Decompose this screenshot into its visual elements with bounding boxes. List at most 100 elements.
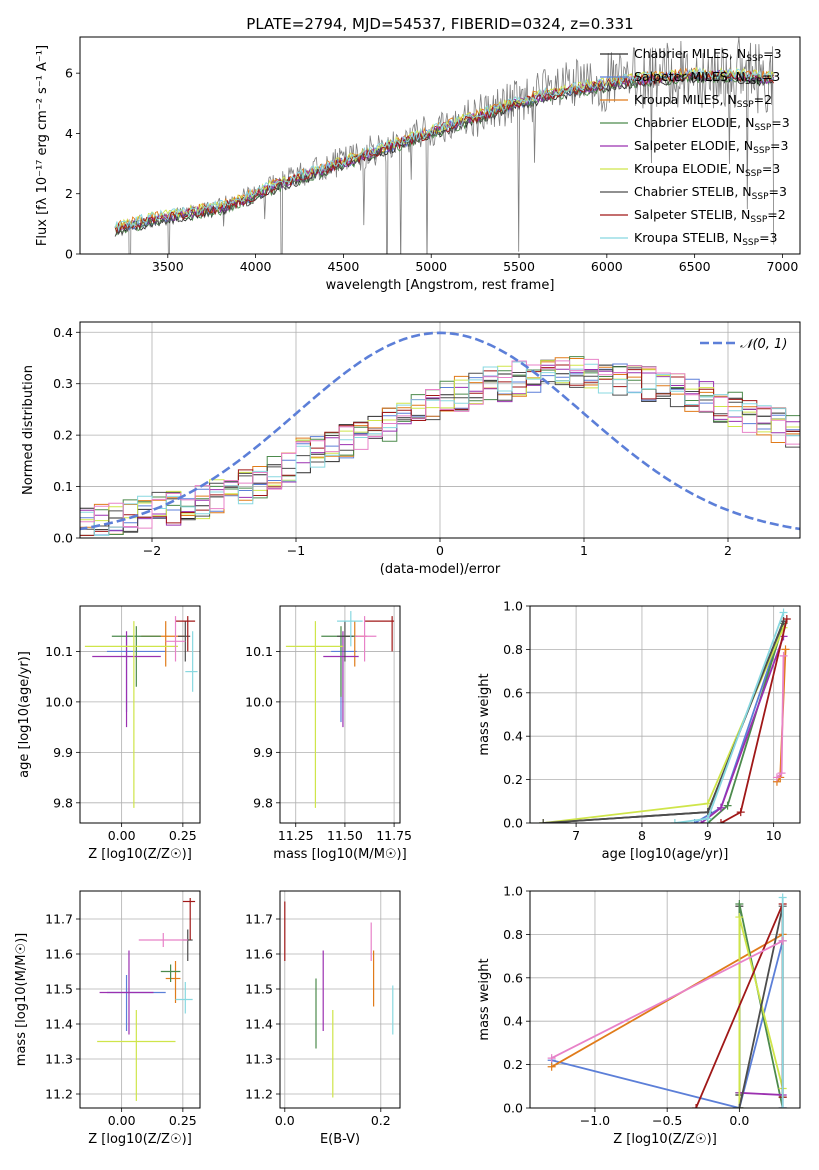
x-tick-label: 11.25	[278, 828, 314, 843]
errorbar-point	[185, 631, 198, 692]
plot-frame	[529, 605, 801, 824]
legend-label-tail: =3	[770, 138, 788, 153]
y-tick-label: 0.6	[503, 970, 523, 985]
plot-frame	[529, 890, 801, 1109]
errorbar-plot-area	[284, 901, 394, 1098]
x-tick-label: 6500	[679, 259, 711, 274]
y-tick-label: 4	[65, 126, 73, 141]
y-tick-label: 0.0	[503, 1101, 523, 1116]
x-axis-label: Z [log10(Z/Z☉)]	[88, 847, 192, 862]
weight-line	[543, 620, 785, 823]
errorbar-point	[175, 616, 196, 652]
spectrum-model-line	[114, 66, 775, 231]
gaussian-curve	[80, 331, 800, 531]
y-tick-label: 11.4	[245, 1017, 273, 1032]
y-tick-label: 0.2	[53, 428, 73, 443]
y-tick-label: 0.4	[503, 1014, 523, 1029]
legend-label-sub: SSP	[745, 169, 762, 179]
y-tick-label: 10.0	[45, 694, 73, 709]
y-tick-label: 0.2	[503, 1057, 523, 1072]
errorbar-point	[285, 621, 343, 808]
legend-label-tail: =2	[754, 92, 772, 107]
legend-label-base: Kroupa STELIB, N	[634, 230, 742, 245]
y-axis-label: age [log10(age/yr)]	[17, 651, 32, 778]
y-tick-label: 11.6	[45, 947, 73, 962]
errorbar-plot-area	[84, 616, 198, 808]
legend-label-base: Chabrier STELIB, N	[634, 184, 752, 199]
weight-marker	[772, 773, 781, 782]
legend-label-tail: =3	[771, 115, 789, 130]
weight-series	[778, 893, 787, 1108]
legend-label: Kroupa ELODIE, NSSP=3	[634, 161, 780, 179]
y-axis-label: Flux [fλ 10⁻¹⁷ erg cm⁻² s⁻¹ A⁻¹]	[35, 45, 50, 246]
weight-marker	[782, 615, 791, 624]
weight-marker	[723, 801, 732, 810]
y-tick-label: 0.6	[503, 685, 523, 700]
weight-plot-area	[539, 608, 791, 823]
legend-label: Chabrier MILES, NSSP=3	[634, 46, 782, 64]
weight-marker	[735, 1104, 744, 1108]
errorbar-point	[337, 621, 353, 662]
weight-marker	[779, 608, 788, 617]
errorbar-point	[84, 621, 178, 808]
y-tick-label: 11.6	[245, 947, 273, 962]
legend-label-tail: =3	[769, 184, 787, 199]
weight-marker	[539, 819, 548, 823]
y-tick-label: 11.5	[245, 982, 273, 997]
x-tick-label: 0.25	[169, 1113, 197, 1128]
age-vs-mass-panel: 11.25 11.50 11.75 9.8 9.9 10.0 10.1 mass [log10…	[245, 605, 412, 862]
weight-line	[543, 627, 785, 823]
x-tick-label: 0.0	[729, 1113, 749, 1128]
legend-label-base: Chabrier MILES, N	[634, 46, 746, 61]
weight-plot-area	[547, 893, 787, 1108]
plot-frame	[279, 890, 401, 1109]
gaussian-legend-label: 𝒩(0, 1)	[740, 337, 787, 352]
weight-vs-metallicity-panel: −1.0 −0.5 0.0 0.0 0.2 0.4 0.6 0.8 1.0 Z [log10(Z/…	[477, 884, 801, 1147]
legend-label-sub: SSP	[750, 215, 767, 225]
y-tick-label: 9.9	[253, 745, 273, 760]
legend-label: Salpeter STELIB, NSSP=2	[634, 207, 786, 225]
legend-label-base: Chabrier ELODIE, N	[634, 115, 754, 130]
histogram-step	[80, 357, 800, 535]
spectrum-model-line	[114, 71, 775, 235]
x-tick-label: 7000	[767, 259, 799, 274]
legend-label-base: Salpeter MILES, N	[634, 69, 745, 84]
mass-vs-ebv-panel: 0.0 0.2 11.2 11.3 11.4 11.5 11.6 11.7 E(B-V)	[245, 890, 401, 1147]
x-tick-label: 11.75	[376, 828, 412, 843]
x-tick-label: 0.0	[275, 1113, 295, 1128]
residuals-plot-area	[80, 331, 800, 536]
x-tick-label: 0	[436, 543, 444, 558]
x-axis-label: Z [log10(Z/Z☉)]	[88, 1132, 192, 1147]
weight-marker	[547, 1054, 556, 1063]
weight-series	[772, 651, 788, 782]
legend-label-sub: SSP	[742, 238, 759, 248]
x-tick-label: 0.25	[169, 828, 197, 843]
y-tick-label: 10.1	[245, 644, 273, 659]
plot-frame	[79, 890, 201, 1109]
y-axis-label: mass weight	[477, 958, 492, 1040]
weight-line	[543, 620, 785, 823]
weight-line	[551, 940, 784, 1059]
histogram-step	[80, 360, 800, 522]
spectrum-plot-area	[114, 37, 775, 254]
x-axis-label: E(B-V)	[320, 1132, 360, 1147]
legend-label-tail: =3	[759, 230, 777, 245]
legend-label: Salpeter MILES, NSSP=3	[634, 69, 780, 87]
errorbar-point	[92, 631, 161, 728]
y-axis-label: mass [log10(M/M☉)]	[14, 933, 29, 1066]
x-tick-label: 8	[638, 828, 646, 843]
errorbar-plot-area	[97, 898, 196, 1101]
x-tick-label: 5500	[503, 259, 535, 274]
legend-label-base: Kroupa ELODIE, N	[634, 161, 745, 176]
x-tick-label: −1.0	[580, 1113, 610, 1128]
weight-marker	[703, 814, 712, 823]
weight-marker	[778, 936, 787, 945]
weight-marker	[735, 900, 744, 909]
weight-line	[551, 933, 784, 1068]
x-tick-label: −1	[287, 543, 305, 558]
errorbar-point	[364, 616, 395, 652]
errorbar-point	[323, 631, 359, 728]
figure-title: PLATE=2794, MJD=54537, FIBERID=0324, z=0…	[246, 15, 633, 33]
